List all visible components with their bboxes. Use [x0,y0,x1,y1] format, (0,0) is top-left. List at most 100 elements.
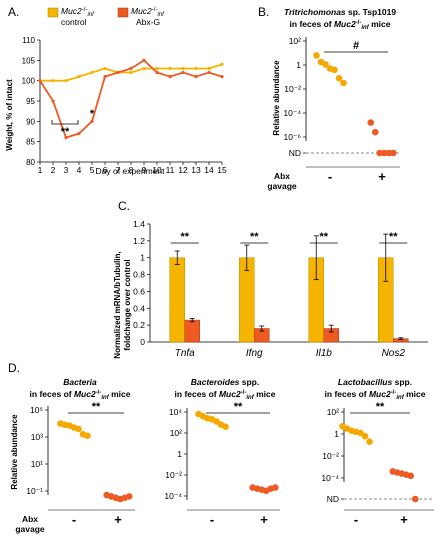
B-plot-point [389,149,397,157]
chart-a-point [155,70,159,75]
panel-label-c: C. [118,199,130,213]
D2-plot-point [271,484,279,491]
chart-a-xtick-label: 11 [166,165,175,175]
D2-plot-ytick-label: 10⁴ [169,407,182,417]
chart-c-ytick-label: 1 [140,253,145,263]
chart-a-point [90,70,94,75]
D3-plot-sig-label: ** [376,401,385,413]
D1-plot-ytick-label: 10⁵ [30,405,43,415]
chart-b-ylabel: Relative abundance [272,60,281,136]
D3-plot-ytick-label: 10⁻² [322,451,339,461]
chart-a-sig-bracket [51,120,79,125]
chart-a-point [220,75,224,79]
chart-a-ytick-label: 80 [26,158,35,167]
chart-b-title-line1: Tritrichomonas sp. Tsp1019 [284,7,396,17]
chart-c-ylabel-line1: Normalized mRNA/bTubulin, [113,251,122,358]
B-plot-point [331,66,338,74]
chart-c-ytick-label: 0.6 [133,286,145,296]
B-plot-point [340,79,347,87]
chart-a-point [181,66,185,71]
chart-d3-title-line2: in feces of Muc2-/-inf mice [325,389,426,401]
chart-a-point [207,66,211,71]
chart-a-point [77,131,81,136]
chart-a-xtick-label: 14 [204,165,214,175]
legend-control-label: Muc2-/-inf [61,6,95,18]
D1-plot-point [84,432,91,439]
chart-c-bar [169,257,185,343]
chart-a-point [168,75,172,79]
D3-plot-ytick-label: ND [327,494,339,504]
D3-plot-point [411,495,419,503]
chart-c-category-label: Tnfa [175,348,195,359]
B-plot-sig-label: # [353,40,359,52]
chart-c-bar [184,319,200,343]
panel-label-a: A. [8,5,19,19]
D2-plot-ytick-label: 10⁻² [165,470,182,480]
D2-plot-group-label: - [210,512,214,527]
chart-a-point [194,75,198,79]
D1-plot-group-label: + [114,512,122,527]
D3-plot-ytick-label: 1 [334,429,339,439]
D2-plot-ytick-label: 10⁻⁴ [164,491,182,501]
chart-a-ytick-label: 105 [22,56,36,65]
chart-a-xtick-label: 8 [129,165,134,175]
chart-a-xtick-label: 15 [217,165,227,175]
B-plot-group-label: - [328,169,332,184]
chart-a-xtick-label: 4 [77,165,82,175]
chart-a-point [116,70,120,75]
bacteroides-scatter: Bacteroides spp. in feces of Muc2-/-inf … [164,377,280,527]
panel-label-d: D. [8,361,20,375]
chart-c-sig-label: ** [250,231,259,243]
chart-a-ytick-label: 85 [26,138,35,147]
chart-d3-title-line1: Lactobacillus spp. [338,377,412,387]
B-plot-point [335,74,343,82]
B-plot-point [313,52,320,59]
chart-a-point [142,58,146,62]
B-plot-ytick-label: 10⁻² [284,84,301,94]
chart-a-xtick-label: 6 [103,165,108,175]
chart-a-point [168,66,172,71]
D3-plot-point [407,472,415,480]
chart-d1-title-line1: Bacteria [63,377,97,387]
D3-plot-point [361,432,369,440]
chart-d2-title-line2: in feces of Muc2-/-inf mice [175,389,276,401]
B-plot-ytick-label: ND [289,148,301,158]
chart-d1-ylabel: Relative abundance [10,414,19,490]
chart-a-xtick-label: 5 [90,165,95,175]
chart-a-ytick-label: 110 [22,36,35,45]
B-plot-point [367,119,375,126]
chart-a-point [220,62,224,66]
chart-a-point [51,99,55,103]
chart-c-ylabel-line2: foldchange over control [123,259,132,350]
chart-a-point [90,119,94,123]
chart-c-category-label: Il1b [316,348,333,359]
chart-a-point [142,66,146,71]
chart-a-legend: Muc2-/-inf control Muc2-/-inf Abx-G [47,6,165,27]
lactobacillus-scatter: Lactobacillus spp. in feces of Muc2-/-in… [321,377,434,527]
D1-plot-point [125,493,133,500]
chart-a-xtick-label: 10 [152,165,162,175]
D1-plot-point [75,425,82,433]
D2-plot-group-label: + [260,512,268,527]
D1-plot-group-label: - [72,512,76,527]
legend-swatch-control [47,7,59,18]
B-plot-ytick-label: 10⁻⁶ [284,132,301,142]
chart-a-xtick-label: 3 [64,165,69,175]
B-plot-group-label: + [378,169,386,184]
chart-a-point [51,79,55,83]
chart-a-point [155,66,159,71]
chart-a-point [129,70,133,75]
D1-plot-ytick-label: 10³ [31,432,43,442]
chart-a-point [64,136,68,140]
chart-c-ytick-label: 1.4 [133,219,145,229]
chart-c-category-label: Ifng [246,348,263,359]
chart-a-point [129,66,133,71]
B-plot-ytick-label: 1 [296,60,301,70]
D2-plot-sig-label: ** [234,401,243,413]
chart-c-ytick-label: 1.2 [133,236,145,246]
weight-line-chart: Muc2-/-inf control Muc2-/-inf Abx-G 8085… [5,6,227,176]
chart-a-xtick-label: 1 [38,165,43,175]
B-plot-xtitle-line2: gavage [267,181,297,191]
chart-c-ytick-label: 0 [140,337,145,347]
